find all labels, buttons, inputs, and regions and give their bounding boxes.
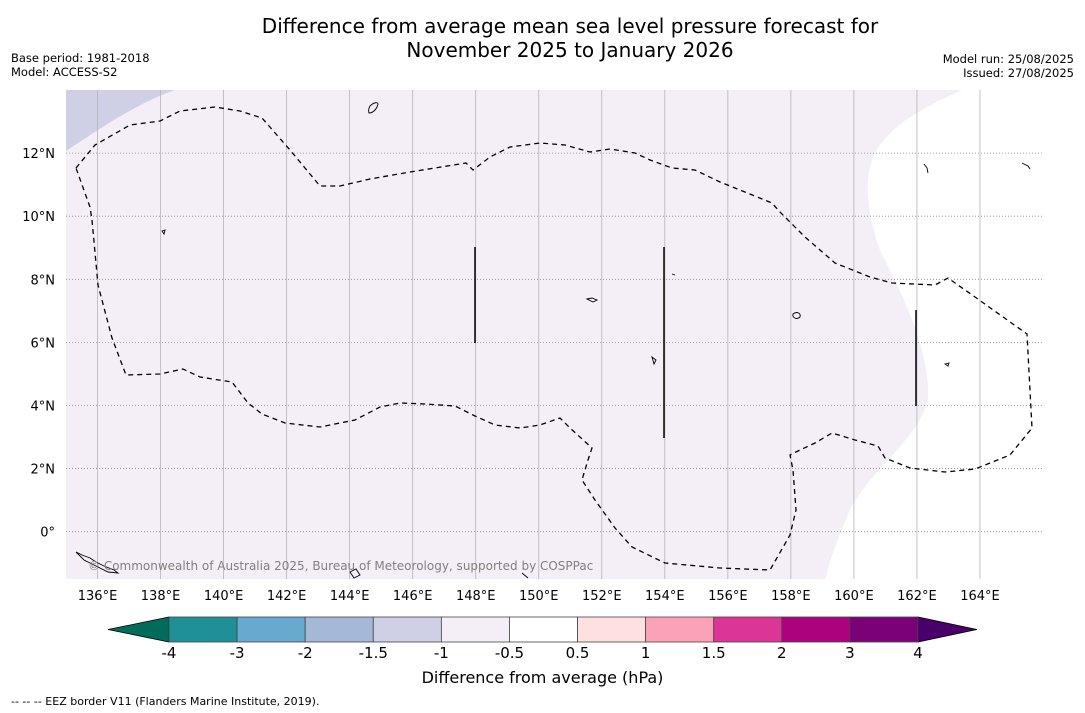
colorbar-bin [304,616,374,643]
lat-tick-label: 2°N [31,463,56,478]
colorbar-bin [440,616,510,643]
lon-tick-label: 164°E [960,589,1000,604]
colorbar-tick-label: 1 [641,644,651,662]
islands [75,102,1031,579]
colorbar-bin [849,616,919,643]
lon-tick-label: 154°E [645,589,685,604]
base-period: Base period: 1981-2018 [11,51,150,65]
colorbar-bin [168,616,238,643]
lat-tick-label: 12°N [22,147,55,162]
colorbar-tick-label: -0.5 [495,644,524,662]
eez-footnote: -- -- -- EEZ border V11 (Flanders Marine… [11,695,320,708]
model-name: Model: ACCESS-S2 [11,65,118,79]
lon-tick-label: 140°E [204,589,244,604]
model-run: Model run: 25/08/2025 [942,52,1074,66]
lon-tick-label: 146°E [393,589,433,604]
island-guam-area [368,102,379,114]
colorbar-tick-label: 1.5 [702,644,726,662]
island-cluster-c [651,355,657,366]
island-pohnpei [792,312,801,319]
colorbar-tick-label: 0.5 [566,644,590,662]
lat-tick-label: 10°N [22,210,55,225]
colorbar-bin [577,616,647,643]
issued-date: Issued: 27/08/2025 [963,66,1074,80]
colorbar-bin [713,616,783,643]
lat-tick-label: 0° [40,526,55,541]
lon-tick-label: 144°E [330,589,370,604]
colorbar-bin [781,616,851,643]
colorbar-bin [236,616,306,643]
colorbar-tick-label: -1.5 [359,644,388,662]
island-cluster-b [585,297,599,303]
colorbar-under-arrow [107,616,170,643]
colorbar-tick-label: 2 [777,644,787,662]
lat-tick-label: 6°N [31,336,56,351]
title-line-2: November 2025 to January 2026 [406,38,734,62]
meta-left: Base period: 1981-2018 Model: ACCESS-S2 [11,51,150,79]
colorbar-tick-label: -2 [298,644,313,662]
lon-tick-label: 160°E [834,589,874,604]
meta-right: Model run: 25/08/2025 Issued: 27/08/2025 [943,52,1074,80]
lon-tick-label: 158°E [771,589,811,604]
lon-tick-label: 138°E [141,589,181,604]
title-line-1: Difference from average mean sea level p… [261,14,879,38]
lat-tick-label: 8°N [31,273,56,288]
colorbar-over-arrow [917,616,978,643]
shading-near-zero-east [826,90,1043,579]
island-cluster-d [75,551,120,574]
colorbar-bin [645,616,715,643]
lon-tick-label: 136°E [78,589,118,604]
lon-tick-label: 156°E [708,589,748,604]
latitude-labels: 12°N 10°N 8°N 6°N 4°N 2°N 0° [22,147,55,541]
island-cluster-f [1021,162,1031,170]
island-cluster-g [923,163,929,174]
graticule [66,90,1043,579]
lon-tick-label: 152°E [582,589,622,604]
colorbar-tick-label: -3 [230,644,245,662]
island-cluster-e [349,568,361,579]
lat-tick-label: 4°N [31,399,56,414]
colorbar-bin [372,616,442,643]
island-cluster-h [521,572,529,579]
colorbar-tick-label: -1 [434,644,449,662]
island-cluster-i [671,273,676,276]
longitude-labels: 136°E 138°E 140°E 142°E 144°E 146°E 148°E 150°E… [78,589,1000,604]
copyright-text: © Commonwealth of Australia 2025, Bureau… [88,559,593,573]
lon-tick-label: 148°E [456,589,496,604]
lon-tick-label: 142°E [267,589,307,604]
island-cluster-a [161,229,166,236]
colorbar-tick-label: 3 [845,644,855,662]
shading-mid-negative-northwest [66,90,175,151]
lon-tick-label: 150°E [519,589,559,604]
map-title: Difference from average mean sea level p… [0,14,1085,62]
colorbar: -4 -3 -2 -1.5 -1 -0.5 0.5 1 1.5 2 3 4 [107,616,978,662]
colorbar-title: Difference from average (hPa) [421,668,664,687]
map-area: © Commonwealth of Australia 2025, Bureau… [66,90,1043,579]
colorbar-bin [509,616,578,643]
lon-tick-label: 162°E [897,589,937,604]
island-kosrae [943,362,950,367]
colorbar-tick-label: -4 [162,644,177,662]
colorbar-tick-label: 4 [913,644,923,662]
